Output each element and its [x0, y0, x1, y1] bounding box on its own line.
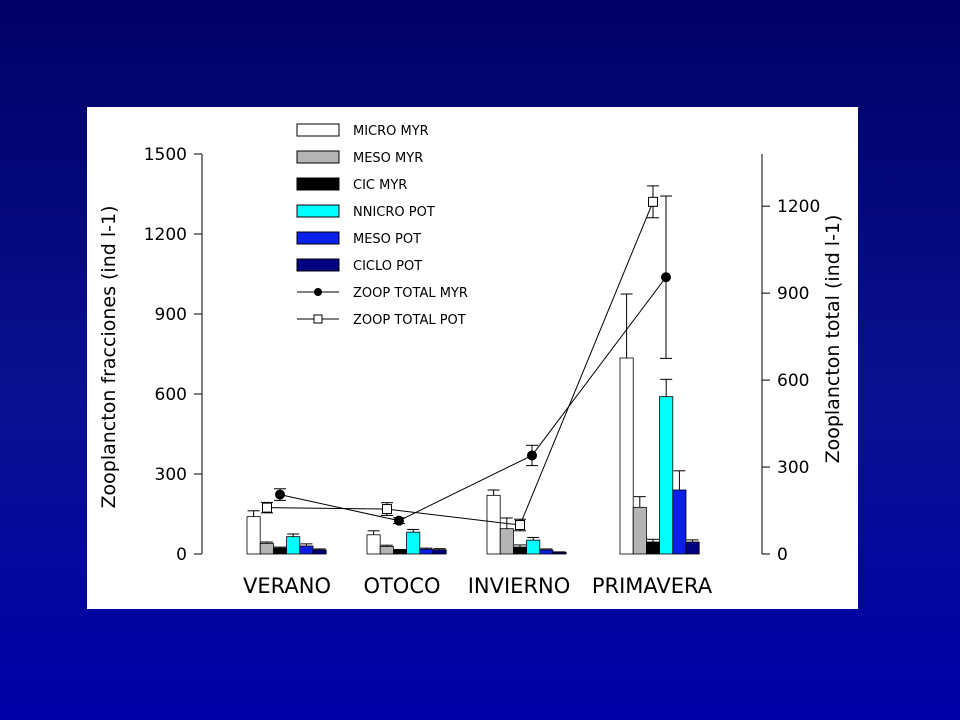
legend-swatch [296, 204, 340, 218]
bar [406, 531, 421, 555]
data-point [382, 504, 392, 515]
bar [646, 541, 661, 555]
bar [312, 549, 327, 555]
data-point [648, 196, 658, 207]
bar [659, 396, 674, 555]
series-line [266, 201, 654, 526]
left-axis-label: Zooplancton fracciones (ind l-1) [98, 206, 120, 509]
bar [685, 541, 700, 555]
legend-label: MESO MYR [353, 151, 423, 166]
category-label: PRIMAVERA [592, 574, 713, 598]
left-tick-label: 600 [155, 385, 187, 405]
data-point [394, 515, 404, 526]
legend-label: ZOOP TOTAL MYR [353, 286, 468, 301]
series-line [279, 276, 667, 522]
left-tick-label: 300 [155, 465, 187, 485]
legend-swatch [296, 123, 340, 137]
right-tick-label: 0 [777, 545, 788, 565]
data-point [661, 272, 671, 283]
left-tick-label: 1500 [144, 145, 187, 165]
bar [512, 546, 527, 555]
legend-label: CICLO POT [353, 259, 422, 274]
bar [299, 545, 314, 555]
legend-label: CIC MYR [353, 178, 407, 193]
category-label: INVIERNO [468, 574, 571, 598]
bar [552, 551, 567, 555]
data-point [275, 489, 285, 500]
bar [432, 549, 447, 555]
bar [392, 549, 407, 555]
legend-label: NNICRO POT [353, 205, 435, 220]
right-tick-label: 1200 [777, 197, 820, 217]
legend-marker [314, 288, 322, 296]
legend-swatch [296, 177, 340, 191]
legend-marker [313, 314, 323, 324]
bar [526, 539, 541, 555]
data-point [262, 502, 272, 513]
data-point [527, 450, 537, 461]
bar [366, 534, 381, 555]
bar [632, 506, 647, 555]
left-tick-label: 1200 [144, 225, 187, 245]
chart-panel: 0 300 600 900 1200 1500 0 300 600 900 1200 Zooplanc… [87, 107, 858, 609]
bar [539, 549, 554, 555]
legend-swatch [296, 258, 340, 272]
legend-swatch [296, 150, 340, 164]
left-tick-label: 900 [155, 305, 187, 325]
bar [419, 548, 434, 555]
bar [286, 536, 301, 555]
legend-label: ZOOP TOTAL POT [353, 313, 466, 328]
bar [499, 528, 514, 555]
category-label: VERANO [243, 574, 331, 598]
chart: 03006009001200150003006009001200Zooplanc… [98, 123, 844, 598]
legend-swatch [296, 231, 340, 245]
category-label: OTOCO [363, 574, 440, 598]
bar [672, 489, 687, 555]
right-tick-label: 600 [777, 371, 809, 391]
bar [259, 542, 274, 555]
data-point [515, 520, 525, 531]
right-tick-label: 900 [777, 284, 809, 304]
bar [619, 357, 634, 555]
bar [379, 546, 394, 555]
left-tick-label: 0 [176, 545, 187, 565]
legend-label: MICRO MYR [353, 124, 429, 139]
bar [486, 494, 501, 555]
right-axis-label: Zooplancton total (ind l-1) [822, 215, 844, 464]
legend-label: MESO POT [353, 232, 421, 247]
right-tick-label: 300 [777, 458, 809, 478]
bar [272, 547, 287, 555]
bar [246, 516, 261, 555]
